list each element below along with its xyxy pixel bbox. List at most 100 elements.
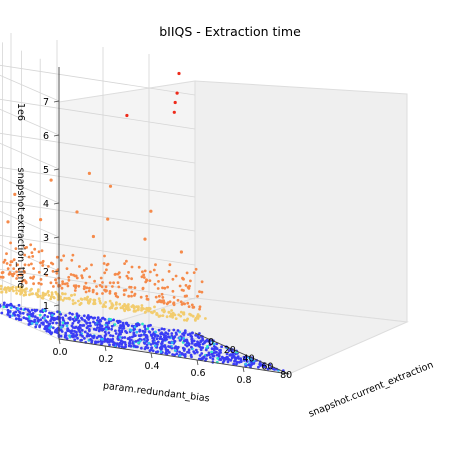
point-yellow	[108, 299, 112, 303]
point-yellow	[63, 292, 67, 296]
point-yellow	[24, 293, 28, 297]
point-base	[200, 352, 204, 355]
point-base	[235, 361, 239, 364]
point-base	[73, 330, 76, 333]
point-orange	[103, 254, 106, 258]
point-orange	[63, 282, 67, 286]
point-yellow	[169, 312, 173, 316]
x-tick-mark	[150, 352, 153, 359]
point-base	[99, 340, 103, 343]
point-orange	[186, 301, 190, 305]
point-orange	[87, 289, 91, 293]
z-grid-line-left	[0, 210, 60, 238]
point-base	[193, 351, 197, 355]
point-outlier	[125, 113, 129, 118]
point-base	[190, 339, 194, 343]
point-orange	[153, 282, 157, 286]
z-axis-label: snapshot.extraction_time	[15, 168, 26, 289]
point-base	[147, 330, 151, 333]
point-yellow	[143, 311, 147, 314]
point-orange	[143, 269, 147, 273]
point-orange	[31, 277, 35, 280]
point-yellow	[52, 296, 56, 300]
point-base	[92, 336, 95, 340]
point-yellow	[132, 309, 136, 313]
point-base	[164, 346, 167, 349]
point-base	[182, 349, 186, 352]
point-outlier	[6, 220, 10, 224]
point-base	[185, 338, 189, 342]
point-outlier	[108, 184, 113, 188]
point-base	[191, 331, 194, 335]
point-orange	[23, 278, 26, 282]
x-axis-label: param.redundant_bias	[102, 381, 210, 405]
point-base	[259, 364, 262, 367]
z-multiplier-label: 1e6	[15, 103, 26, 121]
z-tick-mark	[53, 236, 60, 239]
point-base	[64, 314, 68, 317]
point-orange	[113, 292, 117, 296]
point-base	[80, 338, 83, 342]
point-base	[53, 318, 56, 322]
z-tick-mark	[53, 270, 60, 273]
point-base	[21, 311, 25, 315]
point-base	[48, 329, 52, 333]
point-orange	[25, 246, 28, 249]
point-base	[82, 314, 86, 318]
point-base	[39, 310, 42, 313]
point-outlier	[149, 209, 153, 213]
point-orange	[91, 288, 95, 292]
point-yellow	[41, 293, 45, 297]
point-base	[141, 329, 145, 333]
point-base	[154, 342, 158, 345]
point-base	[160, 342, 164, 345]
point-base	[269, 366, 272, 370]
point-yellow	[50, 293, 54, 296]
point-base	[230, 354, 234, 357]
point-base	[38, 325, 41, 329]
point-yellow	[104, 305, 107, 308]
point-base	[101, 337, 104, 341]
point-yellow	[115, 301, 118, 304]
point-base	[137, 341, 140, 345]
point-yellow	[196, 317, 200, 320]
point-base	[201, 338, 205, 342]
point-base	[156, 334, 160, 338]
point-base	[209, 356, 212, 359]
point-orange	[14, 247, 18, 251]
z-tick-label: 1	[43, 301, 49, 312]
point-base	[8, 310, 12, 313]
point-orange	[10, 260, 14, 263]
point-orange	[114, 272, 117, 276]
point-yellow	[44, 293, 47, 297]
point-yellow	[8, 289, 11, 292]
point-base	[71, 322, 75, 325]
point-yellow	[59, 295, 62, 299]
point-orange	[37, 250, 41, 254]
point-base	[111, 337, 115, 341]
point-base	[95, 340, 99, 344]
point-base	[196, 335, 200, 339]
x-tick-mark	[104, 345, 107, 352]
point-base	[9, 302, 13, 306]
chart-title: bIIQS - Extraction time	[159, 24, 301, 39]
point-base	[239, 358, 243, 362]
point-yellow	[153, 305, 156, 309]
point-outlier	[75, 210, 79, 214]
point-orange	[9, 241, 13, 245]
point-base	[154, 330, 158, 334]
point-yellow	[137, 308, 140, 312]
point-orange	[111, 285, 114, 288]
point-orange	[82, 287, 86, 291]
point-orange	[3, 258, 7, 262]
point-base	[232, 354, 236, 358]
point-base	[108, 343, 111, 347]
point-base	[162, 338, 166, 342]
point-orange	[191, 306, 195, 309]
point-orange	[30, 262, 33, 266]
point-base	[178, 354, 182, 358]
point-base	[33, 308, 37, 312]
point-base	[73, 338, 77, 342]
y-tick-mark	[251, 357, 257, 360]
point-base	[128, 336, 132, 339]
